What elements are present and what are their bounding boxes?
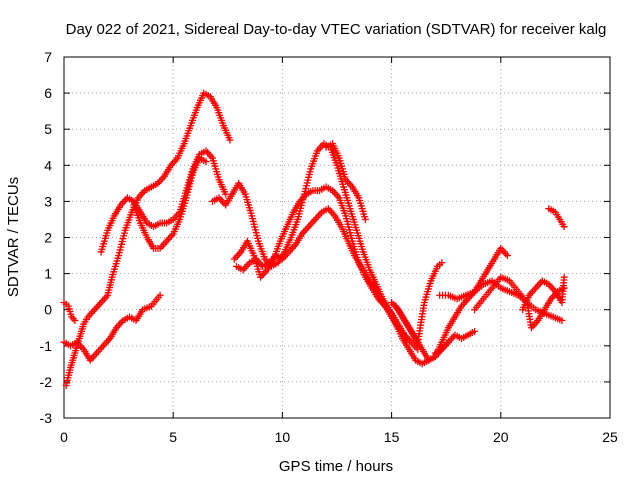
x-tick-label: 5 (169, 429, 177, 445)
x-tick-label: 0 (60, 429, 68, 445)
y-tick-label: -3 (40, 410, 53, 426)
x-tick-label: 15 (384, 429, 400, 445)
data-point (202, 158, 210, 166)
x-axis-ticks: 0 5 10 15 20 25 (60, 57, 618, 445)
series-satellite-track-11 (388, 259, 446, 346)
y-tick-label: -2 (40, 374, 53, 390)
y-tick-label: 4 (44, 157, 52, 173)
y-axis-ticks: -3 -2 -1 0 1 2 3 4 5 6 7 (40, 49, 610, 426)
series-satellite-track-12 (431, 327, 479, 357)
series-satellite-track-15 (519, 273, 568, 314)
series-satellite-track-13 (436, 277, 566, 325)
data-point (156, 291, 164, 299)
data-point (222, 190, 230, 198)
y-tick-label: 7 (44, 49, 52, 65)
data-point (361, 215, 369, 223)
series-satellite-track-10 (392, 244, 511, 364)
x-tick-label: 10 (275, 429, 291, 445)
x-tick-label: 20 (493, 429, 509, 445)
y-tick-label: 0 (44, 302, 52, 318)
series-satellite-track-9 (322, 140, 369, 223)
data-points (60, 89, 568, 390)
data-point (71, 317, 79, 325)
series-satellite-track-3 (62, 89, 234, 390)
data-point (503, 252, 511, 260)
y-tick-label: 5 (44, 121, 52, 137)
y-tick-label: 3 (44, 193, 52, 209)
data-point (558, 317, 566, 325)
series-satellite-track-16 (545, 205, 568, 231)
data-point (471, 327, 479, 335)
data-point (560, 223, 568, 231)
series-satellite-track-5 (130, 154, 210, 252)
y-tick-label: -1 (40, 338, 53, 354)
y-axis-label: SDTVAR / TECUs (5, 177, 22, 297)
series-satellite-track-8 (233, 205, 411, 343)
x-tick-label: 25 (602, 429, 618, 445)
chart-title: Day 022 of 2021, Sidereal Day-to-day VTE… (66, 21, 607, 38)
data-point (403, 335, 411, 343)
y-tick-label: 2 (44, 230, 52, 246)
y-tick-label: 1 (44, 266, 52, 282)
series-satellite-track-1 (60, 291, 164, 364)
series-satellite-track-2 (60, 298, 79, 325)
data-point (438, 259, 446, 267)
y-tick-label: 6 (44, 85, 52, 101)
x-axis-label: GPS time / hours (279, 458, 393, 475)
data-point (226, 136, 234, 144)
data-point (560, 273, 568, 281)
